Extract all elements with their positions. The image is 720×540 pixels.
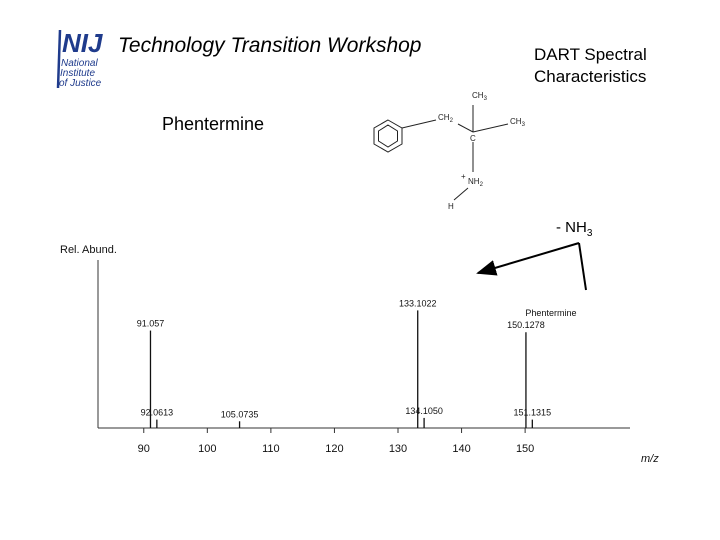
x-tick-label-130: 130 [389,443,407,455]
nij-logo: NIJ National Institute of Justice [56,28,103,89]
peak-label-151.1315: 151.1315 [514,408,552,418]
x-axis-label: m/z [641,453,659,465]
svg-text:CH2: CH2 [438,113,454,124]
peak-label-134.1050: 134.1050 [405,406,443,416]
peak-label-91.057: 91.057 [137,319,165,329]
svg-text:- NH3: - NH3 [556,219,593,239]
peak-label-105.0735: 105.0735 [221,409,259,419]
bond-ring-ch2 [401,119,437,129]
ch3-right-label: CH [510,117,522,126]
logo-line2: Institute [60,68,95,79]
svg-text:NH2: NH2 [468,177,484,188]
compound-name: Phentermine [162,114,265,134]
ch2-sub: 2 [450,118,454,124]
x-tick-label-140: 140 [452,443,470,455]
svg-text:CH3: CH3 [510,117,526,128]
peak-name-150.1278: Phentermine [525,308,576,318]
peak-label-133.1022: 133.1022 [399,298,437,308]
center-carbon: C [470,134,476,143]
slide-title: Technology Transition Workshop [118,34,422,57]
ch3-right-sub: 3 [522,122,526,128]
nh2-label: NH [468,177,480,186]
nh2-charge: + [461,172,466,181]
slide-subtitle-line1: DART Spectral [534,45,647,64]
y-axis-label: Rel. Abund. [60,244,117,256]
x-tick-label-90: 90 [138,443,150,455]
bond-ch2-c [457,123,474,133]
x-tick-label-120: 120 [325,443,343,455]
arrow-to-parent-peak [578,242,587,291]
x-tick-label-150: 150 [516,443,534,455]
benzene-inner-ring [378,124,398,148]
h-label: H [448,202,454,211]
bond-n-h [453,187,469,201]
ch2-label: CH [438,113,450,122]
ch3-top-label: CH [472,91,484,100]
phentermine-structure: CH3 CH2 CH3 C + NH2 H [373,91,526,211]
bond-c-ch3-right [472,123,509,133]
x-tick-label-110: 110 [262,443,280,455]
nh2-sub: 2 [480,182,484,188]
logo-bracket [56,29,62,89]
arrow-to-fragment-peak [476,242,580,276]
logo-line3: of Justice [59,78,102,89]
loss-sub: 3 [587,228,593,239]
peak-label-92.0613: 92.0613 [141,408,174,418]
slide-subtitle: DART Spectral Characteristics [534,44,647,88]
peak-label-150.1278: 150.1278 [507,320,545,330]
loss-label: - NH [556,219,587,236]
logo-main: NIJ [62,28,103,58]
ch3-top-sub: 3 [484,96,488,102]
x-tick-label-100: 100 [198,443,216,455]
svg-text:CH3: CH3 [472,91,488,102]
slide-subtitle-line2: Characteristics [534,67,647,86]
logo-line1: National [61,58,98,69]
